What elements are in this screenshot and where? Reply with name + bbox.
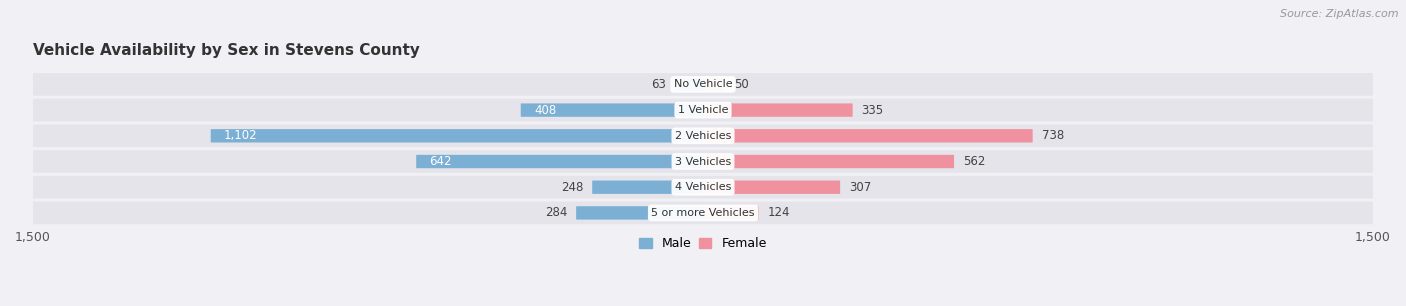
Text: 4 Vehicles: 4 Vehicles bbox=[675, 182, 731, 192]
Text: 124: 124 bbox=[768, 207, 790, 219]
FancyBboxPatch shape bbox=[32, 202, 1374, 224]
FancyBboxPatch shape bbox=[32, 99, 1374, 121]
FancyBboxPatch shape bbox=[592, 181, 703, 194]
Text: 562: 562 bbox=[963, 155, 986, 168]
Text: No Vehicle: No Vehicle bbox=[673, 79, 733, 89]
Text: 408: 408 bbox=[534, 104, 557, 117]
FancyBboxPatch shape bbox=[32, 125, 1374, 147]
Text: 3 Vehicles: 3 Vehicles bbox=[675, 156, 731, 166]
FancyBboxPatch shape bbox=[703, 181, 841, 194]
FancyBboxPatch shape bbox=[576, 206, 703, 220]
Text: 307: 307 bbox=[849, 181, 872, 194]
Text: Vehicle Availability by Sex in Stevens County: Vehicle Availability by Sex in Stevens C… bbox=[32, 43, 420, 58]
Text: Source: ZipAtlas.com: Source: ZipAtlas.com bbox=[1281, 9, 1399, 19]
Text: 284: 284 bbox=[546, 207, 567, 219]
Text: 1,102: 1,102 bbox=[224, 129, 257, 142]
FancyBboxPatch shape bbox=[675, 78, 703, 91]
FancyBboxPatch shape bbox=[416, 155, 703, 168]
FancyBboxPatch shape bbox=[703, 129, 1032, 143]
FancyBboxPatch shape bbox=[703, 78, 725, 91]
Text: 2 Vehicles: 2 Vehicles bbox=[675, 131, 731, 141]
FancyBboxPatch shape bbox=[32, 176, 1374, 199]
FancyBboxPatch shape bbox=[32, 73, 1374, 96]
Text: 642: 642 bbox=[430, 155, 453, 168]
Text: 335: 335 bbox=[862, 104, 884, 117]
Text: 50: 50 bbox=[734, 78, 749, 91]
FancyBboxPatch shape bbox=[703, 103, 852, 117]
FancyBboxPatch shape bbox=[32, 150, 1374, 173]
Text: 738: 738 bbox=[1042, 129, 1064, 142]
Text: 1 Vehicle: 1 Vehicle bbox=[678, 105, 728, 115]
Text: 248: 248 bbox=[561, 181, 583, 194]
FancyBboxPatch shape bbox=[703, 155, 955, 168]
FancyBboxPatch shape bbox=[520, 103, 703, 117]
Legend: Male, Female: Male, Female bbox=[634, 232, 772, 255]
FancyBboxPatch shape bbox=[703, 206, 758, 220]
FancyBboxPatch shape bbox=[211, 129, 703, 143]
Text: 63: 63 bbox=[651, 78, 666, 91]
Text: 5 or more Vehicles: 5 or more Vehicles bbox=[651, 208, 755, 218]
